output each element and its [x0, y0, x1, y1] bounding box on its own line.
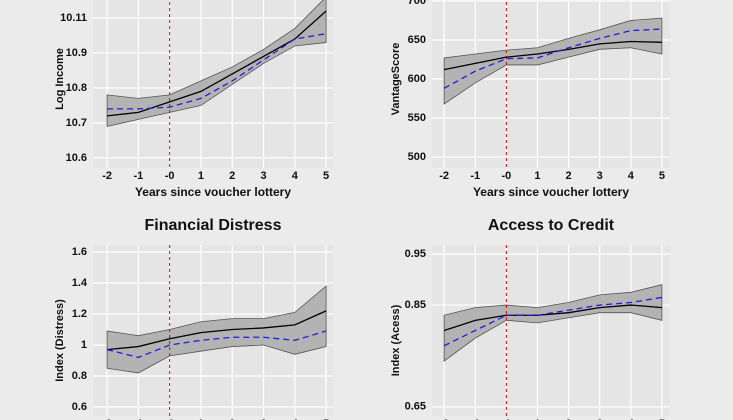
x-tick-label: 5 [323, 418, 329, 420]
y-tick-label: 10.6 [66, 152, 87, 164]
x-tick-label: 3 [597, 170, 603, 182]
y-tick-label: 10.7 [66, 117, 87, 129]
x-tick-label: 3 [260, 170, 266, 182]
x-tick-label: 5 [659, 170, 665, 182]
x-axis-label: Years since voucher lottery [473, 185, 629, 199]
x-tick-label: 1 [198, 170, 204, 182]
y-axis-label: Index (Acess) [390, 304, 402, 376]
x-tick-label: 1 [534, 170, 540, 182]
y-tick-label: 500 [408, 151, 426, 163]
series-line [443, 28, 662, 89]
x-tick-label: 5 [659, 418, 665, 420]
x-tick-label: -0 [165, 170, 175, 182]
y-tick-label: 0.85 [405, 299, 426, 311]
confidence-band [443, 17, 663, 105]
x-tick-label: -2 [439, 418, 449, 420]
series-line [107, 310, 327, 351]
y-tick-label: 1.2 [72, 308, 87, 320]
x-tick-label: -1 [470, 418, 480, 420]
y-tick-label: 0.8 [72, 370, 87, 382]
x-tick-label: -0 [501, 170, 511, 182]
x-tick-label: 2 [566, 418, 572, 420]
y-tick-label: 0.6 [72, 401, 87, 413]
x-tick-label: 5 [323, 170, 329, 182]
x-tick-label: -0 [501, 418, 511, 420]
series-line [106, 330, 327, 359]
x-tick-label: -2 [439, 170, 449, 182]
x-axis-label: Years since voucher lottery [135, 185, 291, 199]
y-axis-label: Log Income [54, 48, 66, 110]
y-tick-label: 1.4 [72, 277, 88, 289]
x-tick-label: 2 [229, 170, 235, 182]
x-tick-label: 4 [628, 418, 635, 420]
x-tick-label: -1 [133, 170, 143, 182]
x-tick-label: 4 [292, 170, 299, 182]
x-tick-label: 2 [229, 418, 235, 420]
x-tick-label: 4 [292, 418, 299, 420]
y-axis-label: Index (Distress) [54, 299, 66, 382]
y-tick-label: 0.65 [405, 401, 426, 413]
x-tick-label: -0 [165, 418, 175, 420]
y-tick-label: 550 [408, 112, 426, 124]
x-tick-label: 2 [566, 170, 572, 182]
series-line [443, 296, 663, 347]
x-tick-label: 4 [628, 170, 635, 182]
y-tick-label: 10.11 [60, 12, 87, 24]
x-tick-label: -2 [102, 170, 112, 182]
y-tick-label: 650 [408, 34, 426, 46]
x-tick-label: 1 [534, 418, 540, 420]
x-tick-label: -1 [133, 418, 143, 420]
x-tick-label: -2 [102, 418, 112, 420]
y-tick-label: 700 [408, 0, 426, 7]
y-axis-label: VantageScore [390, 43, 402, 116]
series-line [107, 33, 327, 110]
x-tick-label: 3 [260, 418, 266, 420]
x-tick-label: 3 [597, 418, 603, 420]
y-tick-label: 10.8 [66, 82, 87, 94]
chart-title: Access to Credit [488, 217, 615, 234]
series-line [444, 40, 662, 71]
chart-title: Financial Distress [145, 217, 282, 234]
series-line [443, 304, 662, 332]
y-tick-label: 10.9 [66, 47, 87, 59]
y-tick-label: 1 [81, 339, 87, 351]
confidence-band [106, 285, 327, 374]
x-tick-label: -1 [470, 170, 480, 182]
y-tick-label: 1.6 [72, 246, 87, 258]
y-tick-label: 600 [408, 73, 426, 85]
y-tick-label: 0.95 [405, 248, 426, 260]
x-tick-label: 1 [198, 418, 204, 420]
